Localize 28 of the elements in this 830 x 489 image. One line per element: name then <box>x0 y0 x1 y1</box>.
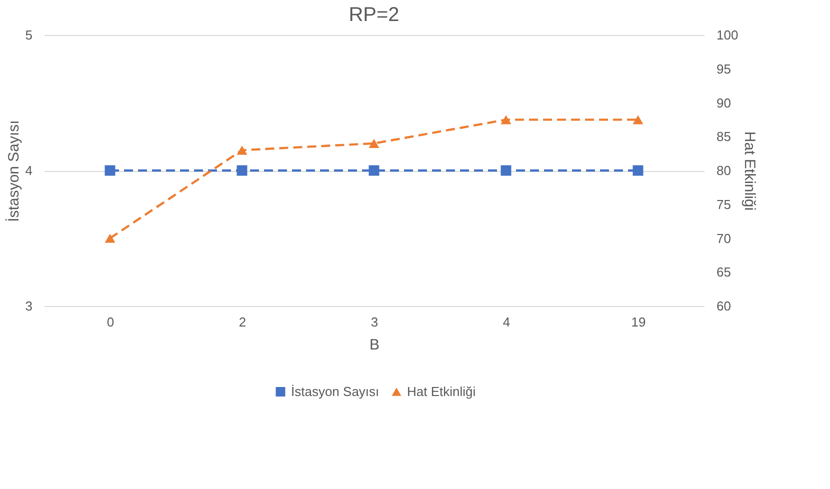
chart-title: RP=2 <box>348 4 400 26</box>
y2-tick-label: 70 <box>716 230 731 246</box>
x-tick-label: 4 <box>502 314 510 330</box>
y2-tick-label: 95 <box>716 61 731 76</box>
y-tick-label: 5 <box>25 28 32 42</box>
x-tick-label: 3 <box>370 314 378 330</box>
x-axis-title: B <box>369 336 380 354</box>
y-tick-label: 3 <box>25 298 32 314</box>
point <box>500 115 512 124</box>
y-axis-title: İstasyon Sayısı <box>4 120 22 222</box>
x-tick-label: 2 <box>238 314 246 330</box>
x-tick-label: 19 <box>631 314 646 330</box>
y2-tick-label: 90 <box>716 95 731 110</box>
y2-tick-label: 100 <box>716 28 738 42</box>
point <box>632 115 644 124</box>
y2-tick-label: 80 <box>716 163 731 178</box>
y2-axis-title: Hat Etkinliği <box>741 131 758 211</box>
legend-label: İstasyon Sayısı <box>291 384 380 399</box>
point <box>368 138 380 148</box>
y2-tick-label: 75 <box>716 196 731 212</box>
x-tick-label: 0 <box>106 314 114 330</box>
point <box>236 146 248 155</box>
y2-tick-label: 65 <box>716 264 731 280</box>
y2-tick-label: 60 <box>716 298 731 314</box>
y2-tick-label: 85 <box>716 129 731 144</box>
legend-label: Hat Etkinliği <box>407 384 476 399</box>
y-tick-label: 4 <box>25 163 32 178</box>
point <box>104 234 116 243</box>
